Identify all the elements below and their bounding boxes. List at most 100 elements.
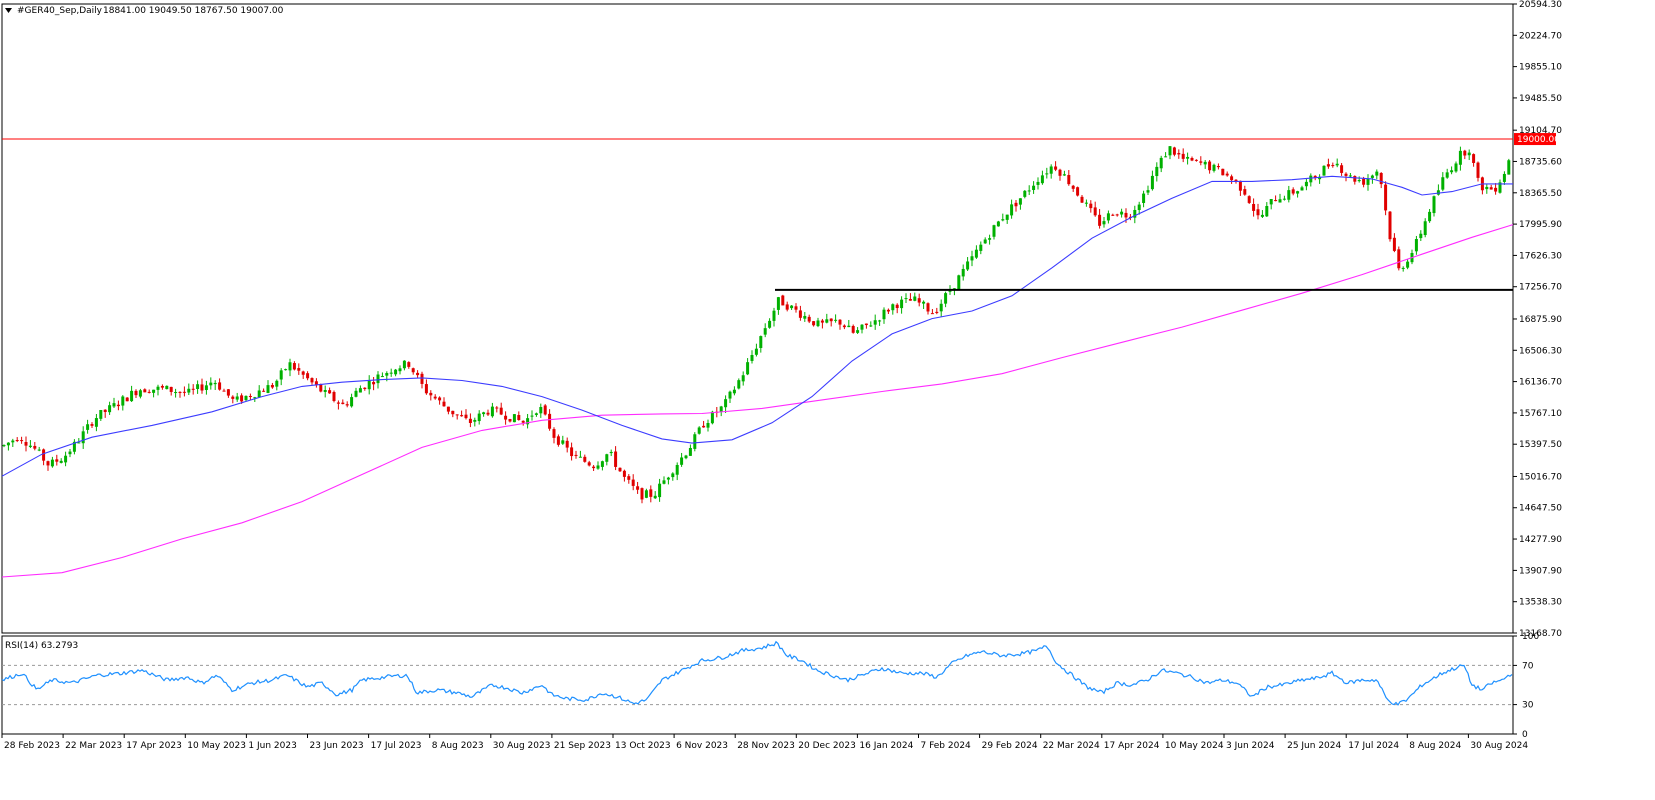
candle-body <box>1388 211 1392 240</box>
candle-body <box>622 470 626 477</box>
y-tick-label: 13907.90 <box>1519 566 1562 576</box>
candle-body <box>790 305 794 309</box>
x-tick-label: 29 Feb 2024 <box>982 741 1038 751</box>
candle-body <box>1106 213 1110 221</box>
x-tick-label: 13 Oct 2023 <box>615 741 671 751</box>
candle-body <box>812 321 816 326</box>
candle-body <box>878 320 882 322</box>
candle-body <box>160 385 164 388</box>
candle-body <box>1234 179 1238 182</box>
candle-body <box>486 412 490 415</box>
candle-body <box>1489 187 1493 190</box>
symbol-label: #GER40_Sep,Daily <box>17 6 103 16</box>
x-tick-label: 25 Jun 2024 <box>1287 741 1341 751</box>
candle-body <box>842 325 846 328</box>
candle-body <box>710 411 714 424</box>
candle-body <box>675 464 679 475</box>
candle-body <box>37 449 41 451</box>
candle-body <box>1133 209 1137 218</box>
y-tick-label: 15016.70 <box>1519 472 1562 482</box>
candle-body <box>724 399 728 408</box>
candle-body <box>609 451 613 454</box>
candle-body <box>1071 185 1075 189</box>
candle-body <box>856 330 860 333</box>
candle-body <box>1467 152 1471 156</box>
x-tick-label: 6 Nov 2023 <box>676 741 728 751</box>
candle-body <box>442 401 446 407</box>
rsi-tick-label: 100 <box>1522 632 1539 642</box>
candle-body <box>121 396 125 406</box>
x-tick-label: 23 Jun 2023 <box>310 741 364 751</box>
candle-body <box>583 456 587 462</box>
candle-body <box>1278 199 1282 203</box>
candle-body <box>908 298 912 301</box>
candle-body <box>77 442 81 444</box>
y-tick-label: 14647.50 <box>1519 504 1562 514</box>
candle-body <box>1463 150 1467 156</box>
candle-body <box>350 397 354 407</box>
candle-body <box>226 389 230 396</box>
candle-body <box>891 304 895 311</box>
candle-body <box>1221 168 1225 176</box>
candle-body <box>1150 175 1154 190</box>
candle-body <box>363 387 367 389</box>
candle-body <box>1423 221 1427 236</box>
ma-fast-line <box>1 175 1513 477</box>
candle-body <box>508 419 512 422</box>
chart-header: #GER40_Sep,Daily 18841.00 19049.50 18767… <box>5 6 284 16</box>
candle-body <box>429 392 433 396</box>
candles-group <box>2 145 1511 504</box>
candle-body <box>1401 267 1405 269</box>
candle-body <box>926 303 930 312</box>
x-tick-label: 28 Feb 2023 <box>4 741 60 751</box>
candle-body <box>455 414 459 416</box>
candle-body <box>1212 164 1216 171</box>
candle-body <box>345 404 349 406</box>
candle-body <box>1384 184 1388 211</box>
candle-body <box>750 355 754 361</box>
candle-body <box>680 457 684 465</box>
candle-body <box>785 304 789 310</box>
candle-body <box>323 389 327 392</box>
y-tick-label: 17256.70 <box>1519 283 1562 293</box>
candle-body <box>433 396 437 399</box>
candle-body <box>1485 186 1489 190</box>
candle-body <box>741 375 745 382</box>
ohlc-label: 18841.00 19049.50 18767.50 19007.00 <box>103 6 284 16</box>
candle-body <box>636 486 640 490</box>
candle-body <box>1353 176 1357 182</box>
candle-body <box>174 392 178 394</box>
candle-body <box>125 397 129 402</box>
candle-body <box>570 447 574 457</box>
y-tick-label: 19104.70 <box>1519 126 1562 136</box>
rsi-tick-label: 30 <box>1522 701 1534 711</box>
candle-body <box>134 390 138 396</box>
candle-body <box>1296 191 1300 194</box>
candle-body <box>1089 203 1093 209</box>
candle-body <box>389 372 393 374</box>
candle-body <box>886 309 890 312</box>
candle-body <box>504 415 508 420</box>
candle-body <box>869 325 873 327</box>
candle-body <box>244 395 248 401</box>
candle-body <box>147 391 151 393</box>
x-tick-label: 17 Apr 2023 <box>126 741 182 751</box>
dropdown-triangle-icon[interactable] <box>5 8 12 13</box>
x-tick-label: 10 May 2024 <box>1165 741 1224 751</box>
candle-body <box>556 436 560 445</box>
candle-body <box>332 392 336 401</box>
candle-body <box>1331 165 1335 167</box>
candle-body <box>380 376 384 378</box>
candle-body <box>1445 172 1449 178</box>
candle-body <box>187 388 191 393</box>
candle-body <box>1432 196 1436 214</box>
y-tick-label: 13538.30 <box>1519 598 1562 608</box>
candle-body <box>565 440 569 448</box>
candle-body <box>1370 175 1374 178</box>
candle-body <box>913 296 917 301</box>
candle-body <box>961 268 965 277</box>
candle-body <box>1366 178 1370 185</box>
candle-body <box>847 325 851 328</box>
candle-body <box>864 323 868 326</box>
candle-body <box>200 384 204 391</box>
